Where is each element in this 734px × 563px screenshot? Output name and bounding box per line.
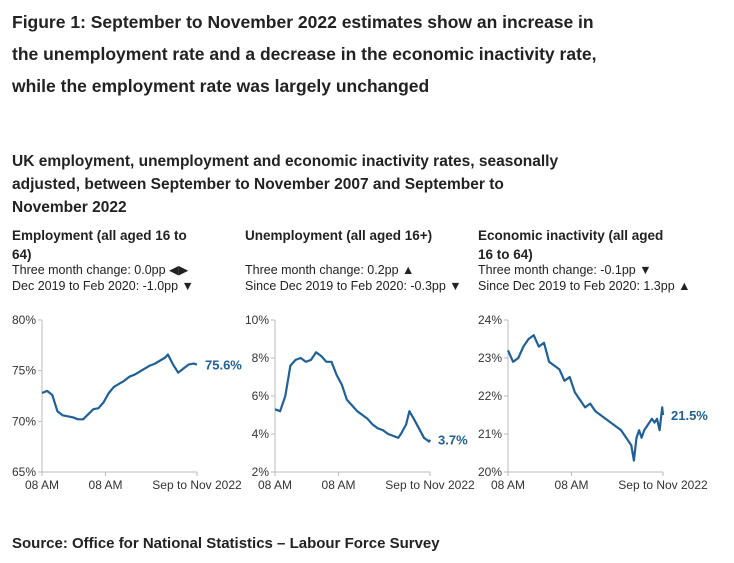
x-tick-label: Sep to Nov 2022 xyxy=(152,478,242,492)
y-tick-label: 2% xyxy=(252,465,270,479)
unemployment-since-pre-pandemic-change: Since Dec 2019 to Feb 2020: -0.3pp ▼ xyxy=(245,279,462,293)
series-line xyxy=(41,353,198,421)
inactivity-panel-title: Economic inactivity (all aged 16 to 64) xyxy=(478,228,664,262)
series-end-label: 75.6% xyxy=(205,358,242,373)
unemployment-three-month-change: Three month change: 0.2pp ▲ xyxy=(245,263,415,277)
y-tick-label: 10% xyxy=(245,313,269,327)
y-tick-label: 20% xyxy=(478,465,502,479)
inactivity-since-pre-pandemic-change: Since Dec 2019 to Feb 2020: 1.3pp ▲ xyxy=(478,279,691,293)
series-line xyxy=(506,334,665,462)
unemployment-panel: Unemployment (all aged 16+) Three month … xyxy=(245,226,485,501)
x-tick-label: Sep to Nov 2022 xyxy=(618,478,708,492)
y-tick-label: 4% xyxy=(252,427,270,441)
x-tick-label: 08 AM xyxy=(491,478,525,492)
employment-three-month-change: Three month change: 0.0pp ◀▶ xyxy=(12,263,189,277)
unemployment-chart: 2% 4% 6% 8% 10% 08 AM 08 AM Sep to Nov 2022 3.7% xyxy=(245,313,475,492)
employment-panel-title: Employment (all aged 16 to 64) xyxy=(12,228,187,262)
y-tick-label: 23% xyxy=(478,351,502,365)
y-tick-label: 22% xyxy=(478,389,502,403)
figure-subtitle: UK employment, unemployment and economic… xyxy=(12,153,559,216)
unemployment-panel-title: Unemployment (all aged 16+) xyxy=(245,228,433,243)
y-tick-label: 75% xyxy=(12,364,36,378)
inactivity-chart: 20% 21% 22% 23% 24% 08 AM 08 AM Sep to Nov 2022… xyxy=(478,313,708,492)
y-tick-label: 8% xyxy=(252,351,270,365)
figure-title: Figure 1: September to November 2022 est… xyxy=(12,12,597,96)
x-tick-label: 08 AM xyxy=(258,478,292,492)
series-end-label: 21.5% xyxy=(671,408,708,423)
x-tick-label: 08 AM xyxy=(89,478,123,492)
source-note: Source: Office for National Statistics –… xyxy=(12,535,440,552)
series-end-label: 3.7% xyxy=(438,433,468,448)
x-tick-label: Sep to Nov 2022 xyxy=(385,478,475,492)
series-line xyxy=(274,351,432,443)
y-tick-label: 6% xyxy=(252,389,270,403)
inactivity-three-month-change: Three month change: -0.1pp ▼ xyxy=(478,263,652,277)
employment-panel: Employment (all aged 16 to 64) Three mon… xyxy=(12,226,252,501)
x-tick-label: 08 AM xyxy=(555,478,589,492)
employment-since-pre-pandemic-change: Dec 2019 to Feb 2020: -1.0pp ▼ xyxy=(12,279,194,293)
y-tick-label: 65% xyxy=(12,465,36,479)
y-tick-label: 21% xyxy=(478,427,502,441)
inactivity-panel: Economic inactivity (all aged 16 to 64) … xyxy=(478,226,718,501)
y-tick-label: 70% xyxy=(12,414,36,428)
y-tick-label: 24% xyxy=(478,313,502,327)
y-tick-label: 80% xyxy=(12,313,36,327)
x-tick-label: 08 AM xyxy=(322,478,356,492)
employment-chart: 65% 70% 75% 80% 08 AM 08 AM Sep to Nov 2022 75.… xyxy=(12,313,242,492)
x-tick-label: 08 AM xyxy=(25,478,59,492)
